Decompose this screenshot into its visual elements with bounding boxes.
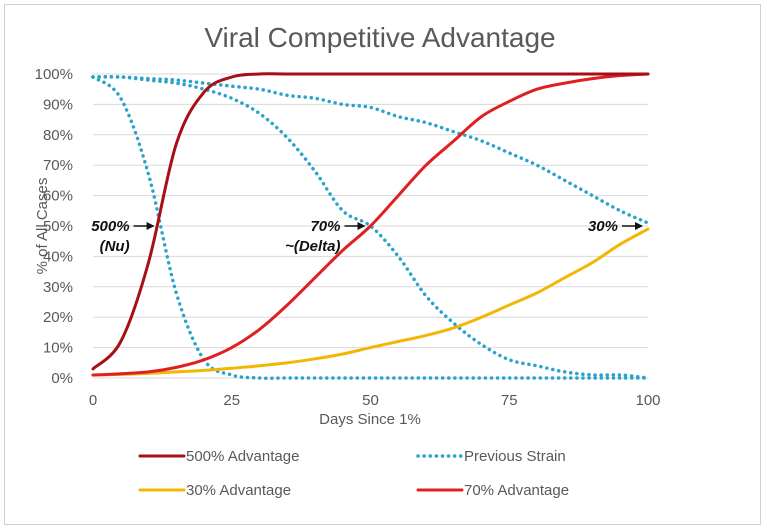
legend-label: 30% Advantage bbox=[186, 482, 291, 499]
series-line-30-advantage bbox=[91, 227, 650, 377]
series-line-previous-strain bbox=[91, 75, 650, 225]
x-tick-label: 25 bbox=[223, 392, 240, 409]
legend-label: Previous Strain bbox=[464, 448, 566, 465]
annotations: 500% (Nu) 70% ~(Delta) 30% bbox=[91, 218, 643, 255]
y-tick-label: 60% bbox=[43, 188, 73, 205]
annotation-label: (Nu) bbox=[100, 238, 130, 255]
y-tick-label: 100% bbox=[35, 66, 73, 83]
y-tick-label: 30% bbox=[43, 279, 73, 296]
annotation-label: 70% bbox=[310, 218, 340, 235]
x-tick-label: 75 bbox=[501, 392, 518, 409]
gridlines bbox=[93, 73, 648, 379]
x-axis-label: Days Since 1% bbox=[319, 411, 421, 428]
series-line-previous-strain bbox=[91, 75, 650, 380]
y-tick-label: 50% bbox=[43, 218, 73, 235]
y-tick-label: 0% bbox=[51, 370, 73, 387]
chart-title: Viral Competitive Advantage bbox=[204, 22, 555, 53]
y-tick-label: 10% bbox=[43, 340, 73, 357]
annotation-label: 500% bbox=[91, 218, 129, 235]
legend-label: 500% Advantage bbox=[186, 448, 299, 465]
annotation-label: ~(Delta) bbox=[285, 238, 340, 255]
y-tick-label: 80% bbox=[43, 127, 73, 144]
y-tick-label: 90% bbox=[43, 96, 73, 113]
series-group bbox=[91, 72, 650, 380]
series-line-500-advantage bbox=[91, 72, 650, 371]
y-axis-ticks: 0% 10% 20% 30% 40% 50% 60% 70% 80% 90% 100% bbox=[35, 66, 73, 387]
x-tick-label: 0 bbox=[89, 392, 97, 409]
legend: 500% Advantage Previous Strain 30% Advanta… bbox=[138, 448, 569, 499]
x-tick-label: 50 bbox=[362, 392, 379, 409]
series-line-previous-strain bbox=[91, 75, 650, 380]
chart-frame bbox=[4, 4, 761, 525]
x-tick-label: 100 bbox=[635, 392, 660, 409]
y-tick-label: 40% bbox=[43, 248, 73, 265]
series-line-70-advantage bbox=[91, 72, 650, 377]
y-tick-label: 70% bbox=[43, 157, 73, 174]
annotation-label: 30% bbox=[588, 218, 618, 235]
y-axis-label: % of All Cases bbox=[34, 178, 51, 275]
x-axis-ticks: 0 25 50 75 100 bbox=[89, 392, 661, 409]
y-tick-label: 20% bbox=[43, 309, 73, 326]
legend-label: 70% Advantage bbox=[464, 482, 569, 499]
